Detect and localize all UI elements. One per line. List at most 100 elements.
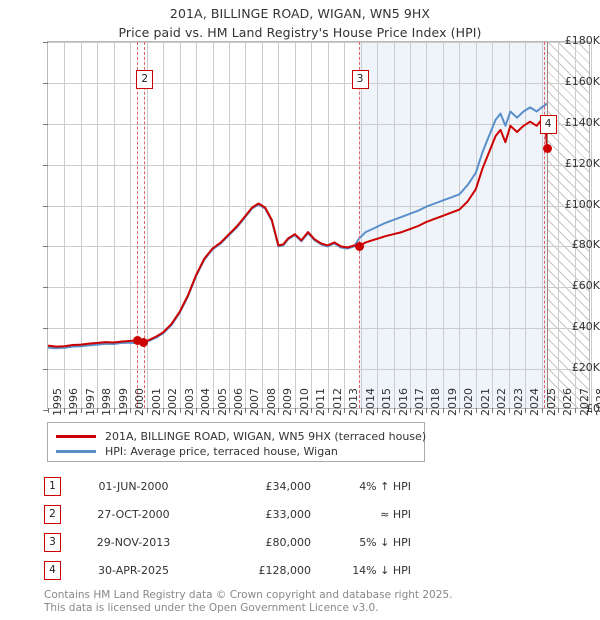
x-axis-tick (196, 408, 198, 413)
gridline-horizontal (48, 42, 589, 43)
table-row: 1 01-JUN-2000 £34,000 4% ↑ HPI (44, 472, 424, 500)
table-row: 2 27-OCT-2000 £33,000 ≈ HPI (44, 500, 424, 528)
x-axis-tick (113, 408, 115, 413)
row-price: £80,000 (265, 535, 312, 549)
row-index-badge: 3 (44, 532, 61, 552)
x-axis-label: 1998 (100, 388, 114, 416)
x-axis-label: 1996 (67, 388, 81, 416)
y-axis-tick (43, 287, 48, 289)
footer-line-1: Contains HM Land Registry data © Crown c… (44, 589, 453, 601)
row-date: 29-NOV-2013 (96, 535, 171, 549)
x-axis-label: 2019 (445, 388, 459, 416)
x-axis-label: 2026 (561, 388, 575, 416)
x-axis-label: 2016 (396, 388, 410, 416)
x-axis-tick (492, 408, 494, 413)
x-axis-tick (558, 408, 560, 413)
row-index-badge: 2 (44, 504, 61, 524)
gridline-vertical (360, 42, 362, 408)
gridline-vertical (393, 42, 395, 408)
gridline-horizontal (48, 369, 589, 371)
x-axis-tick (410, 408, 411, 413)
marker-badge-3[interactable]: 3 (351, 70, 369, 89)
legend-swatch-price-paid (56, 434, 96, 438)
row-date: 27-OCT-2000 (97, 507, 170, 521)
table-row: 3 29-NOV-2013 £80,000 5% ↓ HPI (44, 528, 424, 556)
x-axis-label: 2000 (133, 388, 147, 416)
series-layer (47, 102, 549, 350)
x-axis-tick (278, 408, 280, 413)
legend-label-price-paid: 201A, BILLINGE ROAD, WIGAN, WN5 9HX (ter… (105, 429, 427, 443)
x-axis-tick (426, 408, 428, 413)
y-axis-label: £180K (564, 34, 600, 47)
x-axis-label: 2018 (429, 388, 443, 416)
x-axis-tick (48, 408, 49, 413)
page-subtitle: Price paid vs. HM Land Registry's House … (118, 25, 482, 40)
y-axis-label: £120K (564, 156, 600, 170)
y-axis-tick (43, 369, 48, 371)
marker-badge-2[interactable]: 2 (136, 70, 154, 89)
row-date: 30-APR-2025 (97, 563, 170, 577)
gridline-vertical (508, 42, 510, 408)
y-axis-tick (43, 328, 48, 330)
x-axis-label: 2004 (199, 388, 213, 416)
x-axis-tick (574, 408, 576, 413)
y-axis-label: £160K (564, 74, 600, 88)
series-hpi (47, 102, 548, 350)
row-hpi-delta: 4% ↑ HPI (359, 479, 411, 493)
plot-area: 2 3 4 (43, 41, 592, 413)
footer-attribution: Contains HM Land Registry data © Crown c… (44, 589, 564, 615)
transaction-point-2[interactable] (139, 338, 149, 348)
footer-line-2: This data is licensed under the Open Gov… (44, 602, 379, 614)
gridline-vertical (229, 42, 230, 408)
x-axis-tick (212, 408, 214, 413)
row-index-badge: 4 (44, 560, 61, 580)
x-axis-label: 2008 (264, 388, 278, 416)
y-axis-label: £60K (571, 279, 600, 293)
gridline-horizontal (48, 287, 589, 289)
gridline-vertical (196, 42, 198, 408)
x-axis-tick (442, 408, 444, 413)
gridline-vertical (146, 42, 148, 408)
transaction-point-1[interactable] (132, 335, 142, 345)
x-axis-tick (311, 408, 313, 413)
x-axis-label: 2001 (149, 388, 163, 416)
future-hatched-region (547, 42, 589, 408)
x-axis-label: 2012 (330, 388, 344, 416)
transaction-point-3[interactable] (354, 241, 364, 251)
gridline-vertical (179, 42, 181, 408)
x-axis-tick (64, 408, 66, 413)
x-axis-label: 2025 (544, 388, 558, 416)
gridline-vertical (377, 42, 379, 408)
legend-item-price-paid: 201A, BILLINGE ROAD, WIGAN, WN5 9HX (ter… (56, 429, 426, 443)
x-axis-label: 2021 (478, 388, 492, 416)
y-axis-tick (43, 42, 48, 43)
marker-line-dashed-4 (544, 42, 546, 408)
row-price: £128,000 (258, 563, 312, 577)
y-axis-label: £40K (571, 320, 600, 334)
row-hpi-delta: 14% ↓ HPI (352, 563, 411, 577)
gridline-vertical (212, 42, 214, 408)
x-axis-label: 2005 (215, 388, 229, 416)
gridline-vertical (97, 42, 99, 408)
y-axis-label: £20K (571, 361, 600, 375)
row-index-badge: 1 (44, 476, 61, 496)
gridline-horizontal (48, 164, 589, 166)
x-axis-tick (294, 408, 296, 413)
x-axis-tick (245, 408, 247, 413)
y-axis-label: £140K (564, 115, 600, 129)
gridline-vertical (64, 42, 66, 408)
marker-line-2 (143, 42, 145, 408)
transaction-point-4[interactable] (542, 143, 552, 153)
x-axis-label: 1997 (83, 388, 97, 416)
gridline-vertical (558, 42, 560, 408)
gridline-vertical (245, 42, 247, 408)
x-axis-tick (475, 408, 477, 413)
row-hpi-delta: 5% ↓ HPI (359, 535, 411, 549)
x-axis-label: 2020 (462, 388, 476, 416)
gridline-vertical (426, 42, 428, 408)
marker-line-1 (137, 42, 139, 408)
x-axis-label: 2011 (314, 388, 328, 416)
gridline-horizontal (48, 328, 589, 330)
x-axis-label: 2013 (347, 388, 361, 416)
marker-badge-4[interactable]: 4 (539, 115, 557, 134)
